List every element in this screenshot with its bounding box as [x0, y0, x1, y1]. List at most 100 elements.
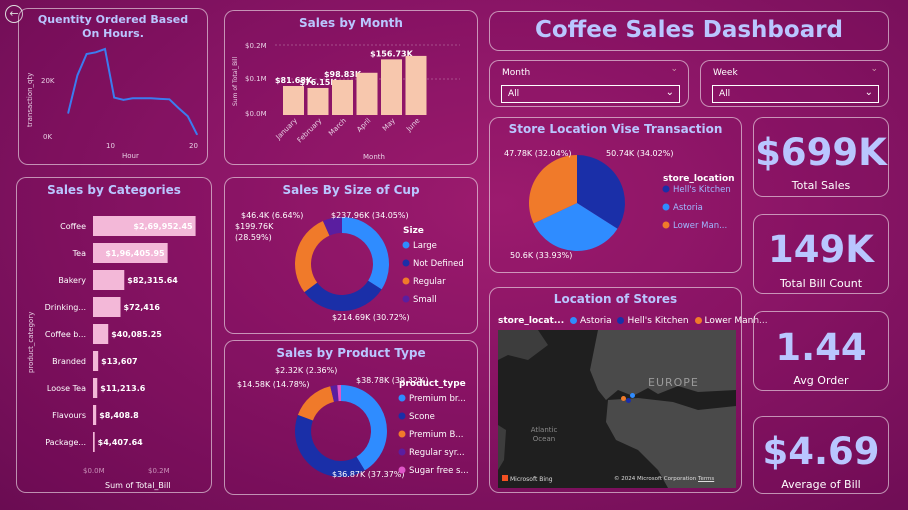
location-chart-card: Store Location Vise Transaction 47.78K (…: [489, 117, 742, 273]
category-data-label: $8,408.8: [99, 411, 139, 420]
slice-small[interactable]: [322, 217, 342, 236]
map-canvas[interactable]: EUROPE Atlantic Ocean Microsoft Bing © 2…: [498, 330, 736, 488]
category-bar[interactable]: [93, 351, 99, 371]
size-data-label-notdefined: $214.69K (30.72%): [332, 313, 410, 322]
map-store-marker-astoria[interactable]: [630, 393, 635, 398]
month-slicer-collapse-icon[interactable]: ⌄: [670, 64, 678, 74]
legend-item-label[interactable]: Regular: [413, 277, 446, 287]
month-bar[interactable]: [381, 59, 402, 115]
location-legend-item[interactable]: Astoria: [673, 203, 703, 213]
size-donut-chart[interactable]: $46.4K (6.64%) $237.96K (34.05%) $199.76…: [225, 178, 479, 335]
month-bar[interactable]: [405, 55, 427, 115]
week-slicer-card: Week ⌄ All ⌄: [700, 60, 889, 107]
slice-large[interactable]: [342, 217, 389, 290]
category-bar[interactable]: [93, 270, 125, 290]
hours-data-point[interactable]: [187, 115, 189, 118]
map-legend-item-lower-manhattan[interactable]: Lower Manh...: [692, 316, 768, 326]
legend-item-label[interactable]: Premium B...: [409, 430, 463, 440]
month-chart-title: Sales by Month: [299, 16, 403, 30]
slice-hell-s-kitchen[interactable]: [577, 155, 625, 229]
hours-data-point[interactable]: [177, 107, 180, 109]
slice-premium-br-[interactable]: [341, 385, 387, 471]
legend-marker: [402, 295, 410, 303]
month-bar[interactable]: [332, 79, 353, 115]
hours-data-point[interactable]: [122, 99, 125, 101]
hours-line-chart[interactable]: transaction_qty 20K 0K 10 20 Hour: [19, 9, 209, 166]
legend-marker: [662, 203, 670, 211]
month-xlabel: Month: [363, 153, 385, 161]
map-legend-item-astoria[interactable]: Astoria: [567, 316, 612, 326]
product-donut-chart[interactable]: $2.32K (2.36%) $14.58K (14.78%) $38.78K …: [225, 341, 479, 496]
hours-data-point[interactable]: [150, 97, 152, 100]
map-legend-item-hells-kitchen[interactable]: Hell's Kitchen: [614, 316, 689, 326]
month-bar[interactable]: [283, 86, 304, 115]
legend-item-label[interactable]: Premium br...: [409, 394, 466, 404]
legend-item-label[interactable]: Small: [413, 295, 437, 305]
kpi-avg-bill-value: $4.69: [762, 430, 880, 473]
legend-item-label[interactable]: Large: [413, 241, 437, 251]
location-data-label-astoria: 50.6K (33.93%): [510, 251, 572, 260]
hours-data-point[interactable]: [141, 97, 143, 100]
hours-data-point[interactable]: [131, 97, 134, 100]
slice-regular-syr-[interactable]: [330, 385, 339, 402]
hours-ylabel: transaction_qty: [26, 73, 34, 127]
map-store-marker-hells[interactable]: [626, 398, 631, 403]
legend-item-label[interactable]: Regular syr...: [409, 448, 465, 458]
category-bar[interactable]: [93, 297, 121, 317]
hours-data-point[interactable]: [159, 98, 161, 100]
size-chart-title: Sales By Size of Cup: [282, 183, 420, 197]
hours-data-point[interactable]: [76, 74, 79, 77]
slice-regular[interactable]: [295, 221, 330, 293]
week-slicer-collapse-icon[interactable]: ⌄: [870, 64, 878, 74]
category-bar[interactable]: [93, 405, 97, 425]
hours-data-point[interactable]: [196, 133, 198, 136]
month-tick-label: April: [355, 117, 372, 134]
size-legend-title: Size: [403, 226, 424, 236]
map-store-marker-lower[interactable]: [621, 396, 626, 401]
legend-item-label[interactable]: Not Defined: [413, 259, 464, 269]
hours-data-point[interactable]: [104, 48, 106, 50]
legend-item-label[interactable]: Sugar free s...: [409, 466, 469, 476]
category-tick-label: Tea: [72, 249, 86, 258]
slice-lower-man-[interactable]: [529, 155, 577, 224]
size-data-label-large: $237.96K (34.05%): [331, 211, 409, 220]
hours-data-point[interactable]: [95, 51, 97, 54]
map-title: Location of Stores: [553, 292, 678, 306]
slice-premium-b-[interactable]: [297, 386, 334, 421]
slice-astoria[interactable]: [533, 203, 618, 251]
month-bar[interactable]: [307, 87, 329, 115]
chevron-down-icon: ⌄: [665, 87, 674, 98]
map-terms-link[interactable]: Terms: [698, 476, 715, 482]
hours-xtick-20: 20: [189, 142, 198, 150]
location-legend-item[interactable]: Lower Man...: [673, 221, 727, 231]
category-bar[interactable]: [93, 378, 98, 398]
slice-sugar-free-s-[interactable]: [337, 385, 341, 402]
slice-not-defined[interactable]: [304, 280, 382, 311]
week-dropdown[interactable]: All ⌄: [712, 85, 879, 103]
product-chart-title: Sales by Product Type: [276, 346, 426, 360]
category-bar-chart[interactable]: product_category $0.0M $0.2M Sum of Tota…: [17, 178, 213, 494]
location-legend-item[interactable]: Hell's Kitchen: [673, 185, 731, 195]
hours-data-point[interactable]: [113, 96, 115, 99]
location-pie-chart[interactable]: 47.78K (32.04%) 50.74K (34.02%) 50.6K (3…: [490, 118, 743, 274]
slice-scone[interactable]: [295, 414, 365, 477]
month-bar-chart[interactable]: Sum of Total_Bill $0.2M $0.1M $0.0M Mont…: [225, 11, 479, 166]
category-bar[interactable]: [93, 324, 109, 344]
category-bar[interactable]: [93, 243, 168, 263]
legend-marker: [662, 221, 670, 229]
month-bar[interactable]: [356, 72, 378, 115]
hours-data-point[interactable]: [85, 53, 88, 55]
category-bar[interactable]: [93, 432, 95, 452]
size-chart-card: Sales By Size of Cup $46.4K (6.64%) $237…: [224, 177, 478, 334]
legend-marker: [398, 466, 406, 474]
hours-data-point[interactable]: [67, 112, 69, 114]
size-data-label-regular-1: $199.76K: [235, 222, 274, 231]
month-dropdown[interactable]: All ⌄: [501, 85, 680, 103]
month-ytick-1: $0.1M: [245, 75, 267, 83]
hours-chart-title: Quentity Ordered Based On Hours.: [37, 13, 189, 40]
hours-data-point[interactable]: [168, 98, 171, 101]
legend-marker: [402, 259, 410, 267]
legend-item-label[interactable]: Scone: [409, 412, 435, 422]
week-dropdown-value: All: [719, 89, 731, 99]
category-bar[interactable]: [93, 216, 196, 236]
